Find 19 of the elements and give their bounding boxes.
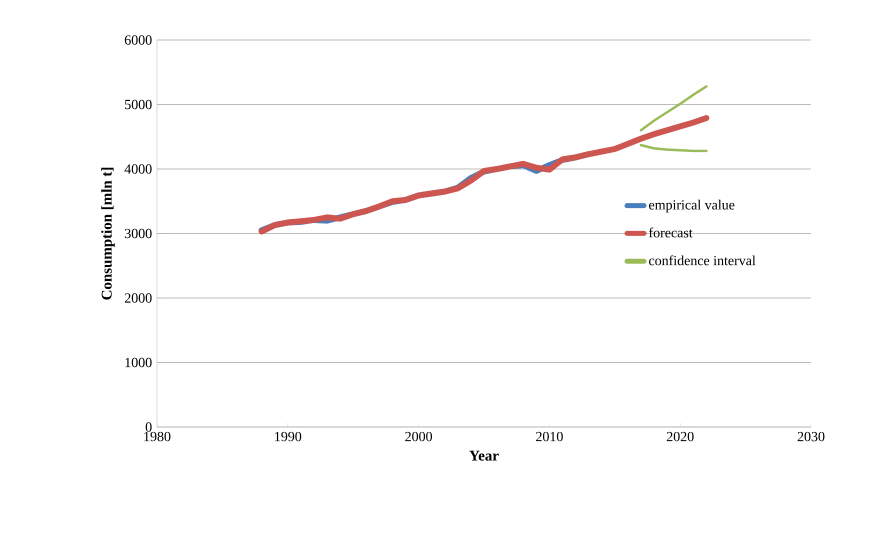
legend-label: confidence interval [649, 255, 756, 266]
y-tick-label: 0 [146, 422, 152, 432]
legend-label: forecast [648, 227, 693, 238]
x-tick-label: 2010 [536, 432, 563, 442]
x-tick-label: 2000 [405, 432, 432, 442]
y-tick-label: 1000 [125, 358, 152, 368]
y-axis-title: Consumption [mln t] [101, 168, 115, 300]
y-tick-label: 2000 [124, 293, 152, 303]
x-tick-label: 1980 [144, 432, 170, 442]
x-tick-label: 1990 [275, 432, 302, 442]
y-tick-label: 3000 [124, 228, 152, 238]
x-tick-label: 2030 [798, 432, 824, 442]
x-tick-label: 2020 [666, 432, 694, 442]
legend-label: empirical value [649, 200, 734, 212]
x-axis-title: Year [469, 450, 499, 461]
y-tick-label: 4000 [124, 164, 152, 174]
y-tick-label: 5000 [125, 100, 152, 110]
y-tick-label: 6000 [124, 35, 152, 45]
line-series [640, 85, 708, 132]
